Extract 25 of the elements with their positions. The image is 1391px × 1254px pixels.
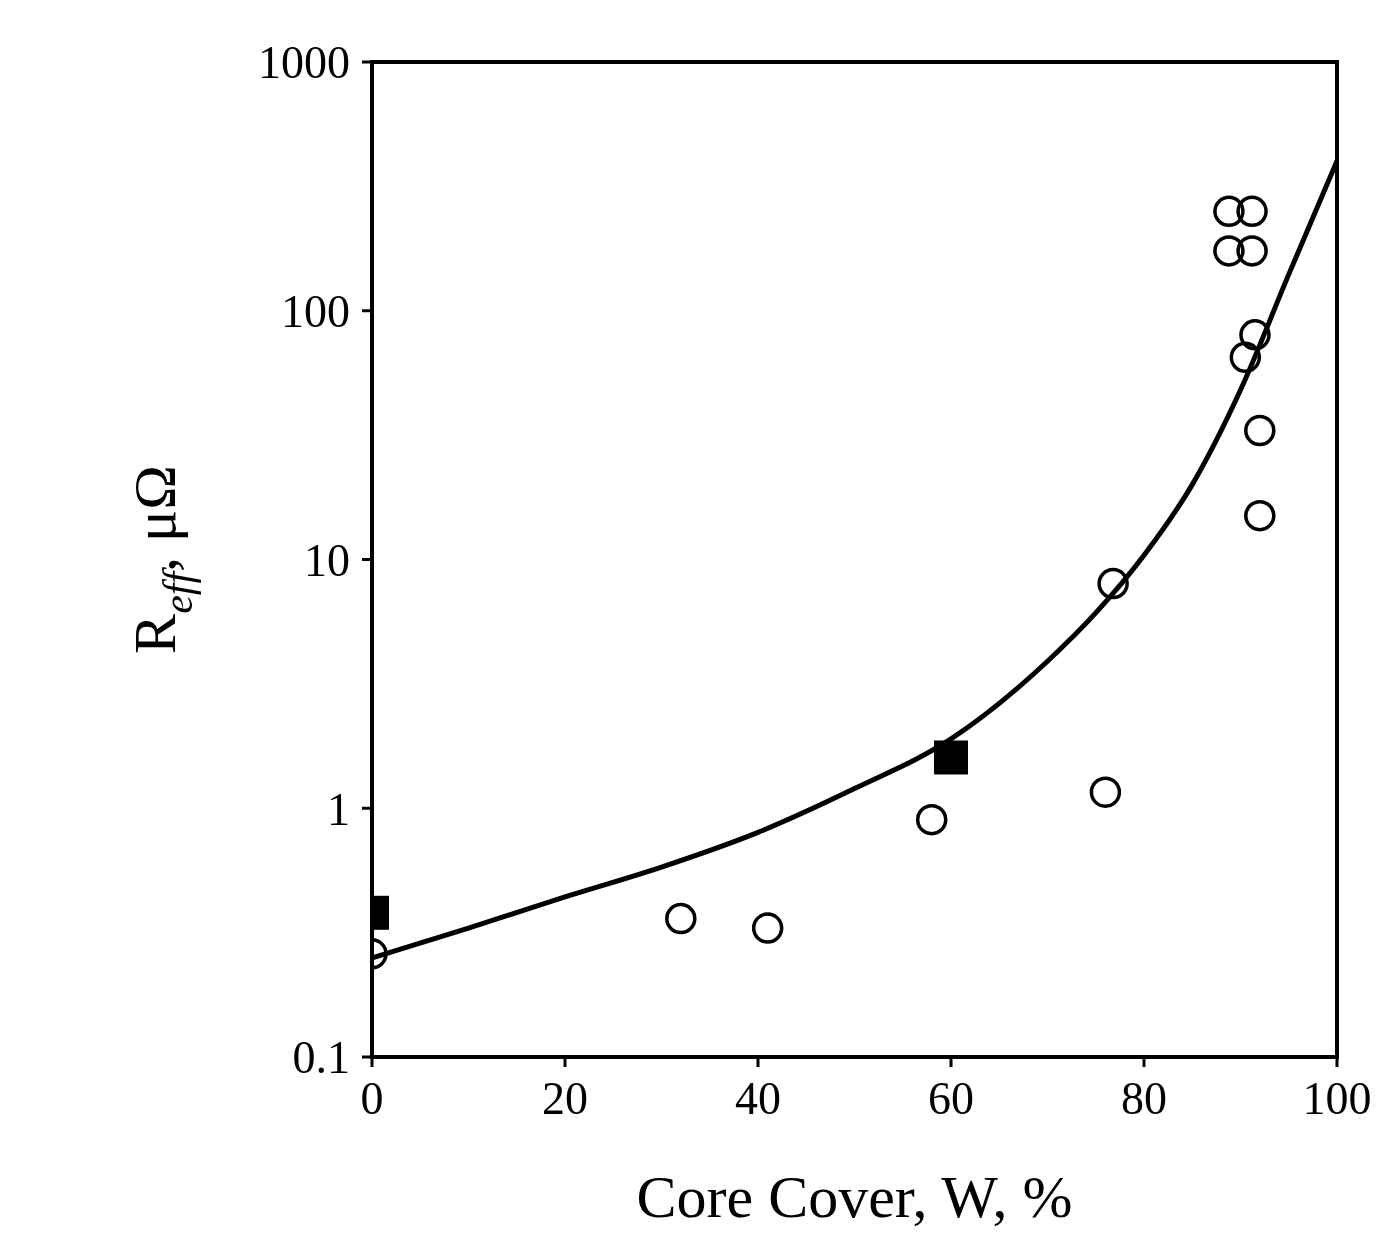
point (751, 912, 784, 944)
x-axis-title: Core Cover, W, % (636, 1164, 1073, 1230)
point (915, 803, 948, 836)
point (1229, 341, 1262, 374)
y-tick-label: 0.1 (292, 1032, 350, 1084)
point (1097, 567, 1129, 600)
point (665, 902, 697, 935)
y-tick-label: 1 (327, 783, 350, 835)
point (1236, 195, 1268, 228)
x-tick-label: 20 (542, 1072, 588, 1124)
x-tick-label: 60 (928, 1072, 974, 1124)
point (1213, 235, 1245, 267)
x-tick-label: 100 (1302, 1072, 1372, 1124)
point (1239, 319, 1271, 351)
y-tick-label: 100 (281, 286, 350, 338)
y-tick-label: 10 (304, 534, 350, 586)
point (1089, 776, 1122, 808)
x-tick-label: 80 (1121, 1072, 1167, 1124)
x-tick-label: 40 (735, 1072, 781, 1124)
x-tick-label: 0 (360, 1072, 384, 1124)
point (1244, 414, 1276, 447)
point (1244, 499, 1276, 532)
y-tick-label: 1000 (258, 37, 350, 89)
point (1213, 195, 1245, 228)
point (1236, 235, 1268, 267)
